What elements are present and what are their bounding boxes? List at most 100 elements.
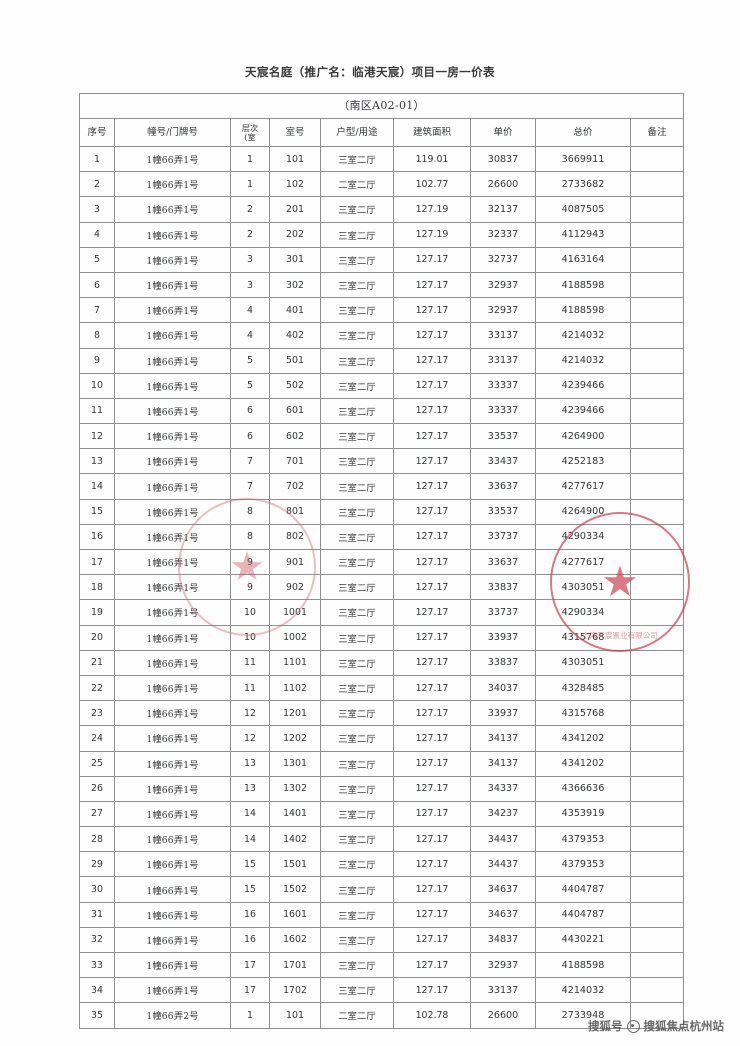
cell-floor: 4 <box>230 322 270 349</box>
cell-floor: 14 <box>230 800 270 828</box>
cell-unit-price: 32337 <box>470 221 536 248</box>
cell-index: 4 <box>79 221 115 248</box>
cell-index: 21 <box>79 649 115 676</box>
cell-remark <box>629 574 685 601</box>
cell-unit-price: 33537 <box>470 498 536 525</box>
cell-total-price: 4404787 <box>535 876 631 903</box>
cell-floor: 8 <box>230 498 270 525</box>
cell-area: 127.17 <box>393 800 471 828</box>
cell-area: 127.17 <box>393 473 471 500</box>
cell-unit-price: 33137 <box>470 347 536 374</box>
cell-type: 三室二厅 <box>320 221 394 248</box>
cell-floor: 1 <box>230 1002 270 1029</box>
cell-total-price: 4328485 <box>535 674 631 702</box>
cell-room: 601 <box>269 397 321 425</box>
table-header-row: 序号 幢号/门牌号 层次 (室 室号 户型/用途 建筑面积 单价 总价 备注 <box>79 118 685 147</box>
cell-type: 三室二厅 <box>320 423 394 450</box>
cell-remark <box>629 448 685 475</box>
cell-total-price: 4264900 <box>535 423 631 450</box>
cell-index: 8 <box>79 322 115 349</box>
cell-area: 127.17 <box>393 498 471 525</box>
cell-type: 三室二厅 <box>320 145 394 173</box>
cell-type: 三室二厅 <box>320 322 394 349</box>
table-row: 8 1幢66弄1号 4 402 三室二厅 127.17 33137 4214032 <box>79 322 685 349</box>
cell-unit-price: 32137 <box>470 196 536 223</box>
cell-room: 602 <box>269 423 321 450</box>
table-row: 23 1幢66弄1号 12 1201 三室二厅 127.17 33937 4315768 <box>79 700 685 727</box>
table-row: 11 1幢66弄1号 6 601 三室二厅 127.17 33337 4239466 <box>79 397 685 425</box>
table-row: 1 1幢66弄1号 1 101 三室二厅 119.01 30837 3669911 <box>79 145 685 173</box>
cell-remark <box>629 297 685 324</box>
cell-remark <box>629 901 685 928</box>
cell-total-price: 4341202 <box>535 750 631 777</box>
cell-remark <box>629 347 685 374</box>
table-row: 28 1幢66弄1号 14 1402 三室二厅 127.17 34437 4379353 <box>79 826 685 853</box>
cell-total-price: 4188598 <box>535 271 631 299</box>
cell-area: 127.17 <box>393 423 471 450</box>
cell-total-price: 4379353 <box>535 851 631 878</box>
cell-room: 701 <box>269 448 321 475</box>
cell-building: 1幢66弄1号 <box>114 599 231 626</box>
cell-building: 1幢66弄1号 <box>114 196 231 223</box>
cell-total-price: 4188598 <box>535 951 631 979</box>
cell-area: 127.17 <box>393 624 471 651</box>
cell-total-price: 4315768 <box>535 624 631 651</box>
cell-floor: 2 <box>230 221 270 248</box>
cell-building: 1幢66弄1号 <box>114 423 231 450</box>
cell-area: 127.17 <box>393 700 471 727</box>
cell-room: 1001 <box>269 599 321 626</box>
cell-type: 三室二厅 <box>320 951 394 979</box>
cell-floor: 11 <box>230 649 270 676</box>
cell-remark <box>629 221 685 248</box>
cell-unit-price: 34637 <box>470 901 536 928</box>
col-header-index: 序号 <box>79 118 115 147</box>
price-table-container: （南区A02-01） 序号 幢号/门牌号 层次 (室 室号 户型/用途 建筑面积… <box>78 93 685 1029</box>
table-row: 2 1幢66弄1号 1 102 二室二厅 102.77 26600 2733682 <box>79 171 685 198</box>
cell-building: 1幢66弄1号 <box>114 246 231 273</box>
table-row: 33 1幢66弄1号 17 1701 三室二厅 127.17 32937 4188598 <box>79 951 685 979</box>
cell-floor: 6 <box>230 423 270 450</box>
cell-area: 127.17 <box>393 397 471 425</box>
table-row: 30 1幢66弄1号 15 1502 三室二厅 127.17 34637 4404787 <box>79 876 685 903</box>
cell-floor: 12 <box>230 700 270 727</box>
cell-area: 127.17 <box>393 851 471 878</box>
cell-building: 1幢66弄1号 <box>114 700 231 727</box>
cell-unit-price: 32737 <box>470 246 536 273</box>
cell-total-price: 4303051 <box>535 649 631 676</box>
cell-area: 127.17 <box>393 599 471 626</box>
table-row: 16 1幢66弄1号 8 802 三室二厅 127.17 33737 4290334 <box>79 523 685 551</box>
cell-index: 25 <box>79 750 115 777</box>
cell-room: 101 <box>269 1002 321 1029</box>
cell-remark <box>629 246 685 273</box>
col-header-building: 幢号/门牌号 <box>114 118 231 147</box>
cell-unit-price: 34637 <box>470 876 536 903</box>
cell-unit-price: 34337 <box>470 775 536 802</box>
cell-room: 1202 <box>269 725 321 752</box>
cell-index: 2 <box>79 171 115 198</box>
table-row: 34 1幢66弄1号 17 1702 三室二厅 127.17 33137 4214032 <box>79 977 685 1004</box>
cell-total-price: 4214032 <box>535 977 631 1004</box>
cell-type: 三室二厅 <box>320 599 394 626</box>
footer-watermark: 搜狐号 搜狐焦点杭州站 <box>588 1018 724 1034</box>
cell-floor: 13 <box>230 750 270 777</box>
cell-unit-price: 33337 <box>470 397 536 425</box>
cell-area: 127.17 <box>393 523 471 551</box>
cell-room: 401 <box>269 297 321 324</box>
table-subtitle: （南区A02-01） <box>78 93 685 119</box>
cell-unit-price: 33637 <box>470 473 536 500</box>
cell-building: 1幢66弄1号 <box>114 876 231 903</box>
cell-area: 127.17 <box>393 901 471 928</box>
cell-index: 23 <box>79 700 115 727</box>
cell-building: 1幢66弄1号 <box>114 397 231 425</box>
cell-index: 34 <box>79 977 115 1004</box>
cell-index: 26 <box>79 775 115 802</box>
cell-building: 1幢66弄1号 <box>114 725 231 752</box>
cell-index: 13 <box>79 448 115 475</box>
table-row: 14 1幢66弄1号 7 702 三室二厅 127.17 33637 4277617 <box>79 473 685 500</box>
table-row: 22 1幢66弄1号 11 1102 三室二厅 127.17 34037 4328485 <box>79 674 685 702</box>
page-title: 天宸名庭（推广名：临港天宸）项目一房一价表 <box>245 65 495 79</box>
cell-unit-price: 26600 <box>470 1002 536 1029</box>
cell-remark <box>629 725 685 752</box>
cell-floor: 11 <box>230 674 270 702</box>
cell-area: 127.17 <box>393 246 471 273</box>
